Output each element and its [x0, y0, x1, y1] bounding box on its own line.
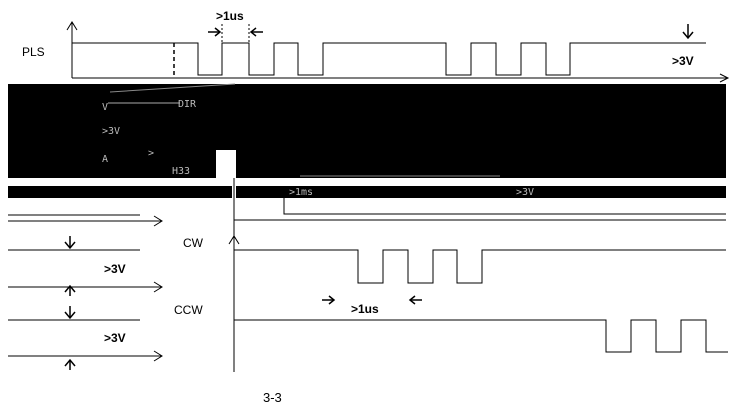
dir-label: DIR	[178, 99, 197, 110]
pls-pulse-width-label: >1us	[216, 9, 244, 23]
cw-level-arrow-up	[64, 284, 76, 296]
dir-level-right-label: >3V	[516, 187, 534, 198]
dir-partial-label: H33	[172, 166, 190, 177]
pls-waveform	[72, 42, 706, 76]
pls-section: PLS >1us >3V	[22, 9, 730, 83]
dir-a-mark: A	[102, 154, 108, 165]
white-gap	[236, 178, 726, 186]
ccw-level-arrow-down	[64, 306, 76, 320]
ccw-label: CCW	[174, 303, 203, 317]
white-notch	[216, 150, 236, 178]
pls-axis-arrowhead	[66, 21, 78, 31]
cw-level-label: >3V	[104, 262, 126, 276]
black-band-strip	[8, 186, 726, 198]
dir-waveform	[283, 198, 726, 215]
pls-label: PLS	[22, 45, 45, 59]
dir-obscured-area: DIR V >3V A > H33 >1ms >3V	[8, 83, 726, 198]
figure-caption: 3-3	[263, 390, 282, 405]
black-band-main	[8, 84, 726, 178]
ccw-level-label: >3V	[104, 331, 126, 345]
cw-waveform	[234, 249, 726, 284]
ccw-level-arrow-up	[64, 358, 76, 370]
ccw-waveform	[234, 319, 728, 353]
cw-axis-arrowhead	[228, 235, 240, 245]
cw-label: CW	[183, 236, 204, 250]
dir-arrow-line	[109, 83, 236, 93]
ccw-pulse-width-arrows	[322, 295, 422, 305]
cw-section: CW >3V	[64, 235, 726, 296]
dir-gt-mark: >	[148, 148, 154, 159]
dir-setup-label: >1ms	[289, 187, 313, 198]
ccw-pulse-width-label: >1us	[351, 302, 379, 316]
cw-level-arrow-down	[64, 236, 76, 250]
pls-baseline-arrowhead	[719, 73, 730, 83]
pls-pulse-width-arrows	[208, 27, 263, 37]
dir-v-mark: V	[102, 102, 108, 113]
input-arrows	[8, 214, 163, 362]
pls-level-label: >3V	[672, 54, 694, 68]
dir-level-label: >3V	[102, 126, 120, 137]
ccw-section: CCW >1us >3V	[64, 295, 728, 370]
pls-level-arrow	[682, 24, 694, 40]
